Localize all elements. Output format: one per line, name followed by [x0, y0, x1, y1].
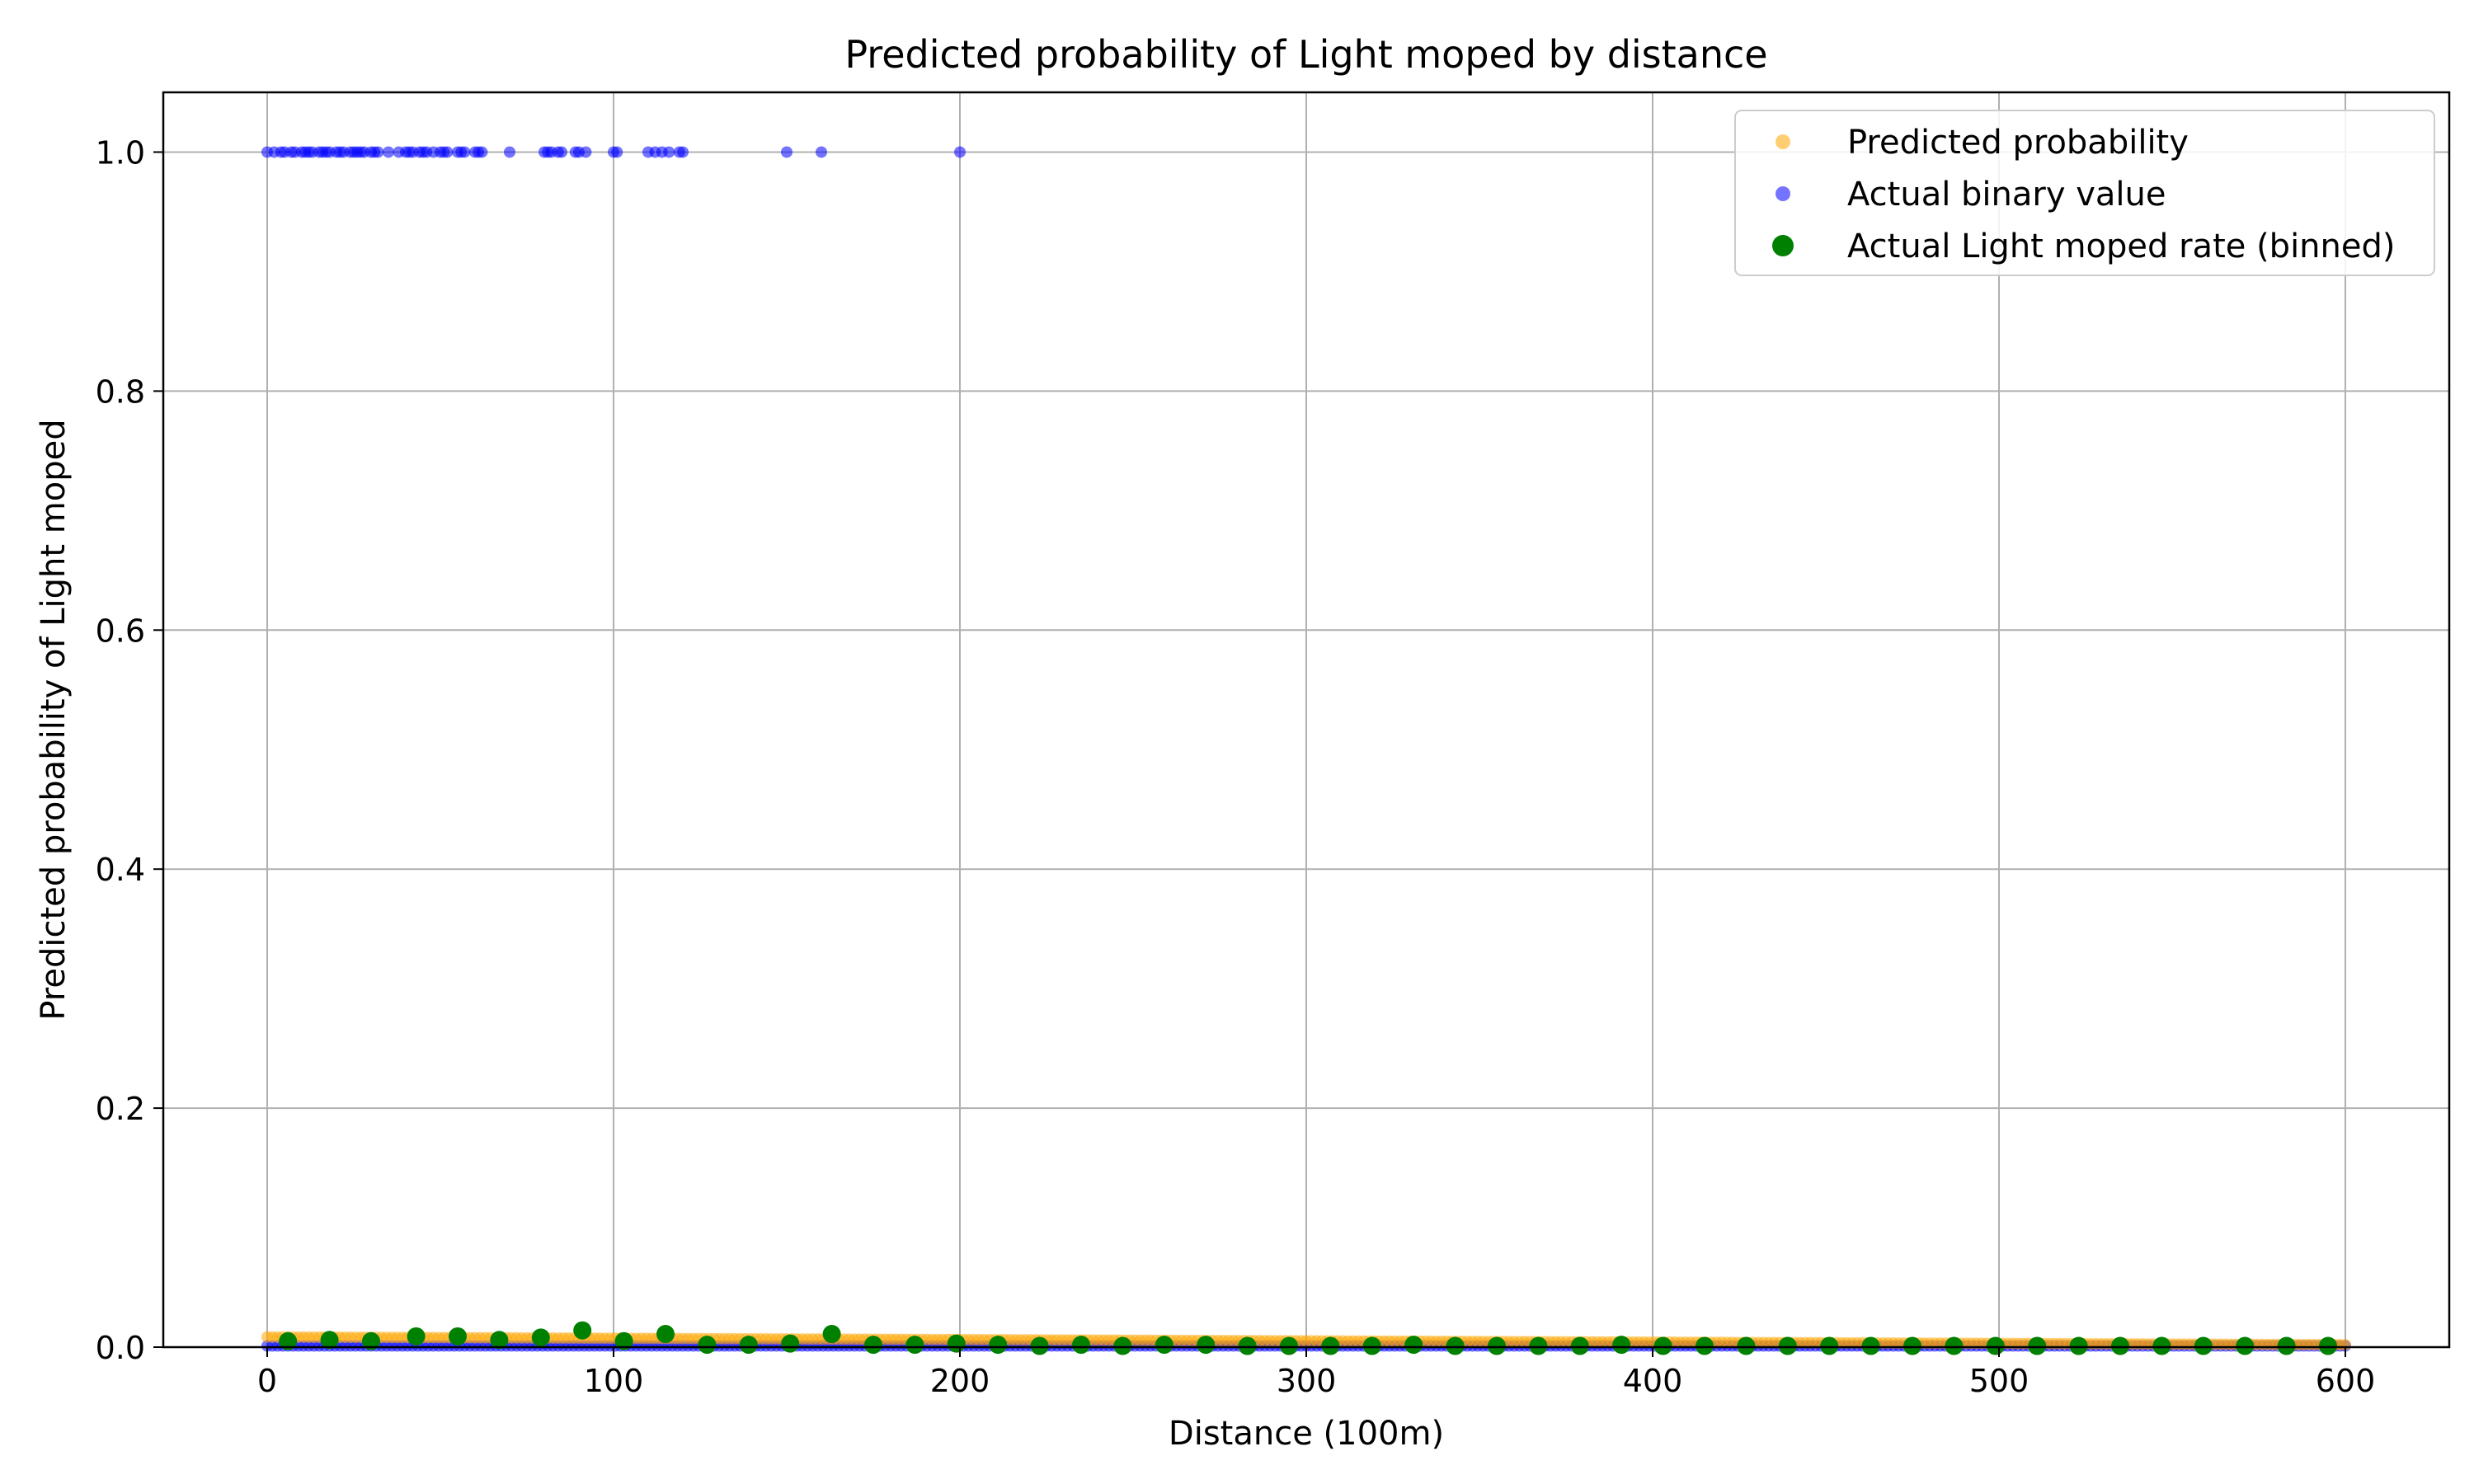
binned-rate-point — [2277, 1336, 2296, 1355]
binned-rate-point — [698, 1336, 717, 1355]
binned-rate-point — [614, 1331, 633, 1350]
binned-rate-point — [822, 1325, 841, 1344]
chart-title: Predicted probability of Light moped by … — [844, 32, 1767, 77]
binned-rate-point — [573, 1321, 592, 1340]
binned-rate-point — [1612, 1336, 1631, 1355]
actual-binary-point — [663, 146, 675, 158]
actual-binary-point — [781, 146, 793, 158]
actual-binary-point — [383, 146, 394, 158]
binned-rate-point — [2111, 1336, 2129, 1355]
binned-rate-point — [1072, 1336, 1090, 1355]
binned-rate-group — [279, 1321, 2337, 1355]
x-axis-label: Distance (100m) — [1169, 1415, 1444, 1453]
binned-rate-point — [1030, 1336, 1049, 1355]
legend: Predicted probability Actual binary value… — [1734, 110, 2435, 276]
y-tick-label: 0.4 — [96, 852, 145, 888]
binned-rate-point — [1362, 1336, 1381, 1355]
binned-rate-point — [362, 1331, 380, 1350]
actual-binary-point — [459, 146, 471, 158]
binned-rate-point — [1280, 1336, 1298, 1355]
legend-label: Predicted probability — [1847, 124, 2189, 162]
binned-rate-point — [1861, 1336, 1880, 1355]
binned-rate-point — [2194, 1336, 2213, 1355]
x-tick-label: 0 — [257, 1363, 277, 1399]
x-tick-label: 600 — [2316, 1363, 2376, 1399]
x-tick-label: 400 — [1623, 1363, 1683, 1399]
x-tick-label: 500 — [1969, 1363, 2030, 1399]
actual-binary-point — [677, 146, 689, 158]
actual-binary-ones-group — [261, 146, 966, 158]
binned-rate-point — [739, 1336, 758, 1355]
legend-marker — [1772, 235, 1794, 256]
binned-rate-point — [407, 1327, 426, 1345]
legend-box — [1734, 110, 2435, 276]
binned-rate-point — [1529, 1336, 1548, 1355]
binned-rate-point — [1113, 1336, 1132, 1355]
y-tick-label: 0.8 — [96, 373, 145, 410]
actual-binary-point — [504, 146, 515, 158]
binned-rate-point — [1737, 1336, 1756, 1355]
legend-label: Actual binary value — [1847, 176, 2166, 214]
actual-binary-point — [441, 146, 454, 158]
actual-binary-point — [372, 146, 384, 158]
actual-binary-point — [580, 146, 592, 158]
actual-binary-point — [556, 146, 567, 158]
binned-rate-point — [1903, 1336, 1921, 1355]
legend-label: Actual Light moped rate (binned) — [1847, 228, 2396, 265]
binned-rate-point — [1778, 1336, 1797, 1355]
binned-rate-point — [1945, 1336, 1964, 1355]
binned-rate-point — [490, 1331, 509, 1350]
binned-rate-point — [279, 1331, 298, 1350]
binned-rate-point — [1404, 1336, 1423, 1355]
legend-marker — [1776, 134, 1790, 149]
binned-rate-point — [531, 1328, 550, 1347]
binned-rate-point — [1986, 1336, 2005, 1355]
legend-marker — [1776, 186, 1790, 201]
binned-rate-point — [2236, 1336, 2255, 1355]
y-axis-label: Predicted probability of Light moped — [35, 419, 73, 1020]
actual-binary-point — [954, 146, 966, 158]
binned-rate-point — [1197, 1336, 1216, 1355]
binned-rate-point — [989, 1336, 1008, 1355]
binned-rate-point — [1653, 1336, 1672, 1355]
binned-rate-point — [2152, 1336, 2171, 1355]
actual-binary-point — [611, 146, 623, 158]
binned-rate-point — [2069, 1336, 2088, 1355]
x-tick-label: 200 — [930, 1363, 990, 1399]
binned-rate-point — [449, 1327, 467, 1345]
plot-area: 0 100 200 300 400 500 600 0.0 0.2 0.4 0.6 0.8 1.0 — [96, 91, 2451, 1399]
binned-rate-point — [1446, 1336, 1465, 1355]
binned-rate-point — [2028, 1336, 2047, 1355]
x-tick-label: 100 — [584, 1363, 644, 1399]
binned-rate-point — [864, 1336, 882, 1355]
binned-rate-point — [1570, 1336, 1589, 1355]
binned-rate-point — [1321, 1336, 1340, 1355]
actual-binary-point — [816, 146, 827, 158]
binned-rate-point — [2319, 1336, 2337, 1355]
binned-rate-point — [320, 1331, 339, 1350]
y-tick-label: 0.2 — [96, 1091, 145, 1127]
y-tick-label: 1.0 — [96, 134, 145, 171]
binned-rate-point — [1238, 1336, 1257, 1355]
actual-binary-point — [476, 146, 488, 158]
binned-rate-point — [1488, 1336, 1506, 1355]
binned-rate-point — [781, 1334, 800, 1353]
binned-rate-point — [947, 1334, 966, 1353]
binned-rate-point — [1155, 1336, 1174, 1355]
binned-rate-point — [1820, 1336, 1839, 1355]
binned-rate-point — [1696, 1336, 1714, 1355]
y-tick-label: 0.6 — [96, 613, 145, 649]
y-tick-label: 0.0 — [96, 1330, 145, 1366]
binned-rate-point — [656, 1325, 675, 1344]
binned-rate-point — [905, 1336, 924, 1355]
x-tick-label: 300 — [1277, 1363, 1337, 1399]
